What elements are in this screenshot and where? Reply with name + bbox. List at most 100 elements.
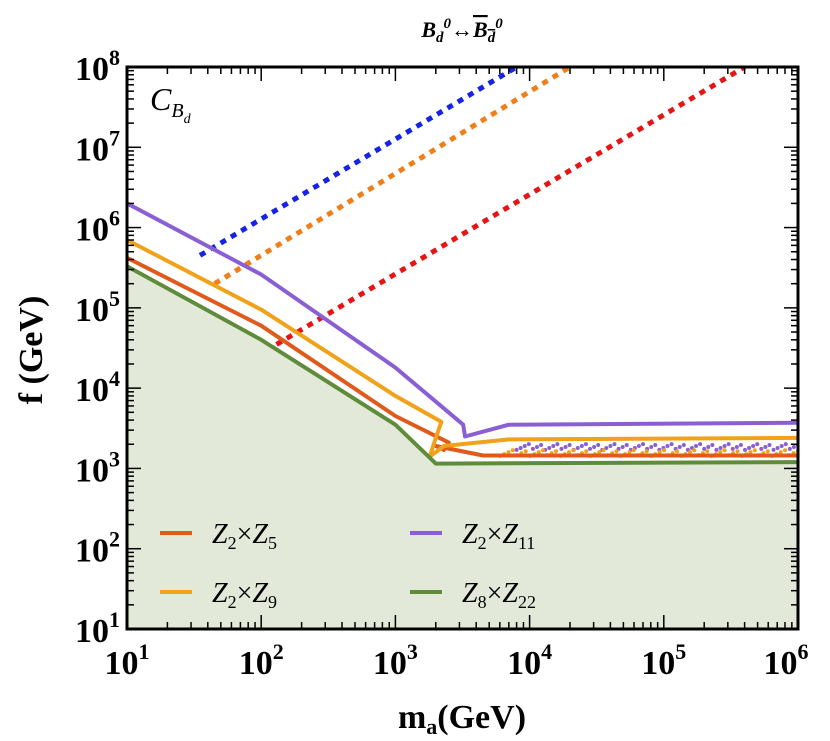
scatter-point <box>555 442 560 447</box>
scatter-point <box>752 448 757 453</box>
scatter-point <box>636 444 641 449</box>
x-axis-label: ma(GeV) <box>398 699 526 739</box>
scatter-point <box>583 442 588 447</box>
y-tick-label: 108 <box>75 45 120 88</box>
scatter-point <box>669 442 674 447</box>
scatter-point <box>653 443 658 448</box>
scatter-point <box>536 450 541 455</box>
scatter-point <box>631 448 636 453</box>
scatter-point <box>771 447 776 452</box>
legend-label: Z8×Z22 <box>462 578 536 612</box>
scatter-point <box>738 443 743 448</box>
dotted-line-1 <box>198 67 518 258</box>
scatter-band-1 <box>514 442 798 452</box>
x-tick-label: 106 <box>764 639 809 682</box>
scatter-point <box>547 445 552 450</box>
scatter-point <box>579 444 584 449</box>
y-tick-label: 102 <box>75 527 120 570</box>
scatter-point <box>534 444 539 449</box>
legend-label: Z2×Z5 <box>212 519 277 553</box>
scatter-point <box>687 450 692 455</box>
scatter-point <box>735 449 740 454</box>
scatter-point <box>718 450 723 455</box>
x-tick-label: 105 <box>641 639 686 682</box>
scatter-point <box>649 444 654 449</box>
dotted-line-2 <box>213 67 572 286</box>
scatter-point <box>692 448 697 453</box>
y-axis-label: f (GeV) <box>13 296 50 405</box>
scatter-point <box>644 449 649 454</box>
scatter-point <box>608 444 613 449</box>
scatter-point <box>747 445 752 450</box>
scatter-point <box>698 442 703 447</box>
y-tick-label: 101 <box>75 607 120 650</box>
scatter-point <box>694 444 699 449</box>
series-line-3 <box>127 201 798 439</box>
scatter-point <box>662 448 667 453</box>
y-tick-label: 106 <box>75 206 120 249</box>
scatter-point <box>677 444 682 449</box>
y-tick-label: 104 <box>75 366 120 409</box>
scatter-point <box>767 443 772 448</box>
scatter-point <box>730 446 735 451</box>
axes-layer: 101 102 103 104 105 106 101 102 103 104 105 106 107 1… <box>75 45 809 682</box>
scatter-point <box>759 446 764 451</box>
scatter-point <box>541 448 546 453</box>
chart-title: Bd0↔Bd0 <box>420 16 503 46</box>
scatter-point <box>523 449 528 454</box>
series-line-4 <box>127 264 798 466</box>
scatter-point <box>748 450 753 455</box>
scatter-point <box>714 447 719 452</box>
scatter-point <box>522 444 527 449</box>
legend-label: Z2×Z11 <box>462 519 535 553</box>
scatter-point <box>530 446 535 451</box>
scatter-point <box>526 442 531 447</box>
scatter-point <box>734 444 739 449</box>
scatter-point <box>614 449 619 454</box>
scatter-point <box>584 449 589 454</box>
scatter-point <box>592 444 597 449</box>
panel-label: CBd <box>150 81 192 127</box>
scatter-point <box>539 443 544 448</box>
scatter-point <box>791 444 796 449</box>
scatter-point <box>775 445 780 450</box>
scatter-point <box>665 444 670 449</box>
scatter-point <box>742 447 747 452</box>
scatter-point <box>675 449 680 454</box>
scatter-point <box>783 448 788 453</box>
plot-frame <box>125 65 800 631</box>
legend-item-3: Z2×Z11 <box>410 519 535 553</box>
series-line-2 <box>127 238 798 459</box>
scatter-point <box>763 444 768 449</box>
scatter-point <box>705 449 710 454</box>
scatter-point <box>601 448 606 453</box>
legend-label: Z2×Z9 <box>212 578 277 612</box>
scatter-point <box>571 448 576 453</box>
scatter-point <box>620 444 625 449</box>
scatter-point <box>518 445 523 450</box>
scatter-point <box>657 450 662 455</box>
scatter-point <box>702 446 707 451</box>
scatter-point <box>627 450 632 455</box>
text-layer: ma(GeV) f (GeV) Bd0↔Bd0 CBd <box>13 16 526 739</box>
scatter-point <box>604 445 609 450</box>
scatter-point <box>506 450 511 455</box>
scatter-point <box>559 446 564 451</box>
scatter-point <box>722 448 727 453</box>
scatter-point <box>718 445 723 450</box>
scatter-point <box>566 450 571 455</box>
scatter-point <box>575 445 580 450</box>
scatter-point <box>783 442 788 447</box>
scatter-point <box>641 442 646 447</box>
y-tick-label: 103 <box>75 446 120 489</box>
scatter-point <box>588 446 593 451</box>
scatter-point <box>514 447 519 452</box>
scatter-point <box>751 444 756 449</box>
scatter-point <box>510 448 515 453</box>
scatter-point <box>726 442 731 447</box>
scatter-point <box>778 450 783 455</box>
x-tick-label: 102 <box>239 639 284 682</box>
scatter-point <box>597 450 602 455</box>
x-tick-label: 104 <box>507 639 552 682</box>
